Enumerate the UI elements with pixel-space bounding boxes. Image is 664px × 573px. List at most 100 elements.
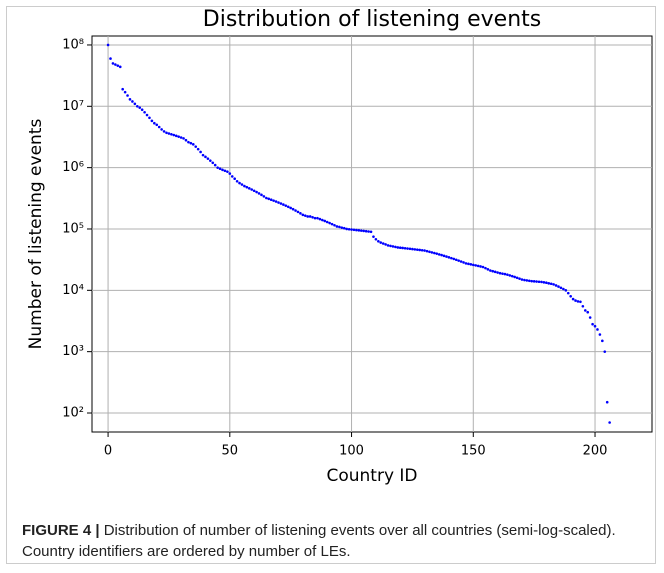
point xyxy=(138,106,142,109)
point xyxy=(345,227,348,231)
chart: Distribution of listening events Country… xyxy=(26,7,653,486)
point xyxy=(323,219,327,223)
point xyxy=(489,269,492,272)
point xyxy=(133,102,137,106)
point xyxy=(213,163,217,167)
plot-area xyxy=(91,35,653,433)
point xyxy=(391,245,395,248)
point xyxy=(167,132,171,135)
point xyxy=(515,276,519,280)
point xyxy=(301,213,305,217)
point xyxy=(527,279,531,283)
point xyxy=(204,155,207,159)
point xyxy=(126,94,129,97)
point xyxy=(243,184,246,188)
point xyxy=(123,90,127,94)
point xyxy=(564,289,568,292)
point xyxy=(581,304,585,308)
point xyxy=(542,281,546,284)
point xyxy=(311,216,314,219)
point xyxy=(308,215,312,218)
point xyxy=(535,280,538,283)
point xyxy=(557,285,560,288)
point xyxy=(265,196,268,200)
x-tick-label: 0 xyxy=(104,444,112,459)
point xyxy=(537,280,541,284)
point xyxy=(447,256,451,259)
point xyxy=(603,350,607,353)
point xyxy=(277,201,280,204)
point xyxy=(262,195,266,198)
point xyxy=(428,250,431,254)
point xyxy=(601,339,604,343)
point xyxy=(240,183,244,186)
point xyxy=(221,168,224,172)
point xyxy=(486,268,490,271)
point xyxy=(569,294,572,298)
point xyxy=(496,271,499,274)
y-tick-label: 10⁸ xyxy=(62,37,84,52)
point xyxy=(566,291,570,295)
point xyxy=(182,137,185,140)
point xyxy=(196,147,200,151)
point xyxy=(481,265,485,269)
point xyxy=(328,221,331,225)
y-tick-label: 10⁷ xyxy=(62,99,84,114)
point xyxy=(170,132,173,136)
point xyxy=(457,259,460,262)
x-tick-label: 150 xyxy=(461,444,486,459)
point xyxy=(425,249,429,253)
point xyxy=(233,177,236,181)
point xyxy=(364,229,368,233)
point xyxy=(335,225,339,228)
point xyxy=(450,256,453,260)
point xyxy=(415,248,419,251)
point xyxy=(245,185,249,189)
point xyxy=(464,262,468,265)
point xyxy=(157,125,161,129)
point xyxy=(459,260,463,263)
point xyxy=(389,244,392,248)
point xyxy=(513,275,516,279)
point xyxy=(184,138,188,142)
point xyxy=(338,225,341,229)
point xyxy=(116,64,120,67)
point xyxy=(576,300,580,303)
point xyxy=(523,278,526,282)
point xyxy=(118,65,122,69)
point xyxy=(306,215,310,218)
point xyxy=(316,216,319,220)
point xyxy=(540,280,543,284)
point xyxy=(347,227,351,231)
point xyxy=(131,100,134,103)
point xyxy=(235,179,239,183)
point xyxy=(377,239,380,243)
point xyxy=(291,207,295,211)
point xyxy=(155,123,159,127)
point xyxy=(223,169,227,173)
point xyxy=(471,263,475,267)
caption-label: FIGURE 4 | xyxy=(22,522,100,539)
point xyxy=(408,247,412,251)
point xyxy=(216,166,219,169)
point xyxy=(148,116,151,120)
point xyxy=(106,43,110,47)
point xyxy=(313,216,317,220)
point xyxy=(318,217,322,221)
point xyxy=(401,246,404,250)
point xyxy=(571,297,575,301)
point xyxy=(355,228,358,232)
point xyxy=(384,243,387,246)
point xyxy=(250,188,254,191)
point xyxy=(267,197,271,201)
point xyxy=(121,87,124,91)
point xyxy=(554,284,558,287)
point xyxy=(160,128,163,131)
point xyxy=(586,310,590,314)
point xyxy=(501,272,504,275)
point xyxy=(252,189,256,193)
point xyxy=(153,121,156,125)
point xyxy=(218,167,222,171)
point xyxy=(333,223,336,227)
